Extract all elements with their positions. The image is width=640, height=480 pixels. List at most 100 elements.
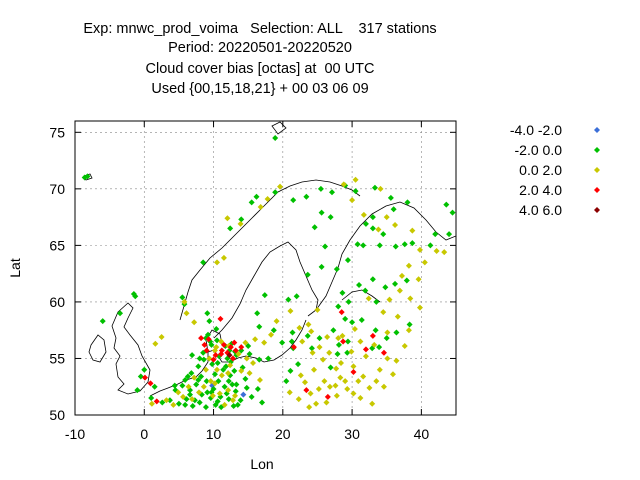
data-point-bin3 xyxy=(273,318,280,325)
data-point-bin3 xyxy=(264,196,271,203)
data-point-bin2 xyxy=(232,388,239,395)
data-point-bin3 xyxy=(416,304,423,311)
data-point-bin3 xyxy=(377,185,384,192)
data-point-bin3 xyxy=(191,319,198,326)
data-point-bin2 xyxy=(376,344,383,351)
data-point-bin2 xyxy=(148,395,155,402)
data-point-bin3 xyxy=(386,296,393,303)
legend-label: -2.0 0.0 xyxy=(515,142,563,158)
data-point-bin3 xyxy=(321,378,328,385)
data-point-bin2 xyxy=(318,263,325,270)
data-point-bin2 xyxy=(303,193,310,200)
data-point-bin4 xyxy=(290,344,297,351)
data-point-bin4 xyxy=(217,315,224,322)
data-point-bin2 xyxy=(238,216,245,223)
data-point-bin3 xyxy=(220,254,227,261)
data-point-bin3 xyxy=(214,259,221,266)
data-point-bin2 xyxy=(196,355,203,362)
y-tick-label: 60 xyxy=(49,294,65,310)
data-point-bin3 xyxy=(295,396,302,403)
data-point-bin2 xyxy=(234,401,241,408)
data-point-bin2 xyxy=(211,371,218,378)
data-point-bin2 xyxy=(401,241,408,248)
data-point-bin3 xyxy=(207,378,214,385)
data-point-bin3 xyxy=(338,359,345,366)
data-point-bin2 xyxy=(186,391,193,398)
data-point-bin2 xyxy=(362,287,369,294)
data-point-bin3 xyxy=(384,355,391,362)
data-point-bin2 xyxy=(432,231,439,238)
data-point-bin4 xyxy=(350,369,357,376)
x-tick-label: 20 xyxy=(275,426,291,442)
data-point-bin3 xyxy=(366,384,373,391)
data-point-bin2 xyxy=(342,315,349,322)
data-point-bin2 xyxy=(179,382,186,389)
data-point-bin2 xyxy=(137,373,144,380)
data-point-bin2 xyxy=(443,201,450,208)
data-point-bin3 xyxy=(309,349,316,356)
data-point-bin2 xyxy=(214,359,221,366)
data-point-bin3 xyxy=(206,355,213,362)
data-point-bin2 xyxy=(293,293,300,300)
data-point-bin2 xyxy=(117,310,124,317)
data-point-bin3 xyxy=(305,321,312,328)
data-point-bin2 xyxy=(288,338,295,345)
data-point-bin3 xyxy=(287,307,294,314)
data-point-bin2 xyxy=(237,397,244,404)
data-point-bin3 xyxy=(351,326,358,333)
data-point-bin2 xyxy=(316,335,323,342)
data-point-bin4 xyxy=(205,336,212,343)
data-point-bin3 xyxy=(357,338,364,345)
data-point-bin2 xyxy=(261,292,268,299)
x-tick-label: -10 xyxy=(65,426,85,442)
data-point-bin2 xyxy=(196,399,203,406)
data-point-bin4 xyxy=(153,398,160,405)
data-point-bin4 xyxy=(147,380,154,387)
data-point-bin2 xyxy=(184,373,191,380)
data-point-bin2 xyxy=(200,356,207,363)
data-point-bin4 xyxy=(338,309,345,316)
data-point-bin3 xyxy=(415,276,422,283)
data-point-bin3 xyxy=(183,310,190,317)
legend-marker xyxy=(594,187,600,193)
data-point-bin2 xyxy=(360,242,367,249)
data-point-bin2 xyxy=(390,206,397,213)
data-point-bin2 xyxy=(308,345,315,352)
data-point-bin3 xyxy=(268,331,275,338)
data-point-bin2 xyxy=(333,266,340,273)
legend-label: 0.0 2.0 xyxy=(519,162,562,178)
data-point-bin2 xyxy=(322,243,329,250)
y-tick-label: 70 xyxy=(49,181,65,197)
data-point-bin2 xyxy=(344,338,351,345)
data-point-bin4 xyxy=(210,356,217,363)
data-point-bin3 xyxy=(152,340,159,347)
data-point-bin3 xyxy=(324,333,331,340)
data-point-bin2 xyxy=(204,310,211,317)
data-point-bin2 xyxy=(214,337,221,344)
data-point-bin3 xyxy=(360,211,367,218)
data-point-bin3 xyxy=(373,378,380,385)
data-point-bin3 xyxy=(235,350,242,357)
data-point-bin2 xyxy=(427,242,434,249)
data-point-bin2 xyxy=(134,387,141,394)
data-point-bin3 xyxy=(344,385,351,392)
legend-marker xyxy=(594,147,600,153)
data-point-bin3 xyxy=(365,295,372,302)
data-point-bin2 xyxy=(182,376,189,383)
data-point-bin2 xyxy=(193,381,200,388)
coastline-map xyxy=(83,121,456,397)
data-point-bin2 xyxy=(409,240,416,247)
data-point-bin3 xyxy=(393,357,400,364)
data-point-bin2 xyxy=(213,326,220,333)
data-point-bin3 xyxy=(238,367,245,374)
data-point-bin3 xyxy=(257,203,264,210)
legend-label: 4.0 6.0 xyxy=(519,202,562,218)
data-point-bin2 xyxy=(383,335,390,342)
data-point-bin3 xyxy=(307,390,314,397)
data-point-bin3 xyxy=(315,385,322,392)
data-point-bin2 xyxy=(272,134,279,141)
y-tick-label: 55 xyxy=(49,350,65,366)
data-point-bin1 xyxy=(240,391,247,398)
data-point-bin2 xyxy=(99,318,106,325)
